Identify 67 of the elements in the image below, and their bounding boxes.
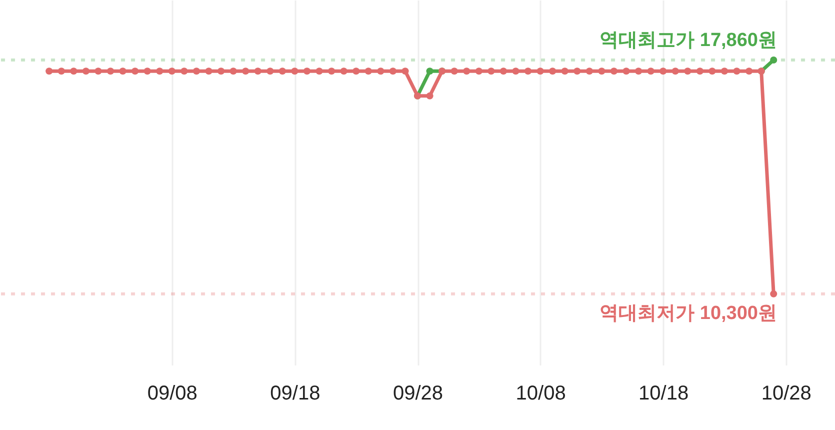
- x-tick-label: 10/08: [516, 382, 566, 404]
- point: [316, 68, 323, 75]
- point: [180, 68, 188, 75]
- point: [254, 68, 262, 75]
- point: [426, 68, 434, 75]
- point: [708, 68, 716, 75]
- point: [634, 68, 642, 75]
- point: [770, 56, 778, 64]
- point: [672, 68, 679, 75]
- point: [549, 68, 556, 75]
- point: [205, 68, 212, 75]
- point: [622, 68, 630, 75]
- x-tick-label: 09/18: [270, 382, 320, 404]
- point: [561, 68, 568, 75]
- point: [230, 68, 237, 75]
- point: [303, 68, 311, 75]
- point: [574, 68, 581, 75]
- x-tick-label: 09/08: [147, 382, 198, 404]
- point: [536, 68, 544, 75]
- point: [156, 68, 164, 75]
- point: [82, 68, 90, 75]
- ref-line-label: 역대최저가 10,300원: [600, 302, 777, 324]
- x-tick-label: 10/28: [761, 382, 812, 404]
- point: [377, 68, 384, 75]
- point: [402, 68, 409, 75]
- point: [94, 68, 102, 75]
- point: [58, 68, 65, 75]
- point: [291, 68, 298, 75]
- point: [475, 68, 482, 75]
- point: [242, 68, 250, 75]
- point: [119, 68, 126, 75]
- point: [450, 68, 458, 75]
- point: [733, 68, 740, 75]
- point: [389, 68, 396, 75]
- point: [132, 68, 139, 75]
- point: [192, 68, 200, 75]
- point: [46, 68, 53, 75]
- point: [696, 68, 704, 75]
- point: [500, 68, 507, 75]
- ref-line-label: 역대최고가 17,860원: [600, 30, 777, 52]
- point: [426, 92, 434, 100]
- point: [328, 68, 336, 75]
- point: [70, 68, 78, 75]
- point: [463, 68, 470, 75]
- x-tick-label: 09/28: [392, 382, 444, 404]
- point: [586, 68, 593, 75]
- point: [610, 68, 618, 75]
- point: [647, 68, 654, 75]
- point: [278, 68, 286, 75]
- point: [720, 68, 728, 75]
- point: [217, 68, 225, 75]
- point: [746, 68, 753, 75]
- point: [352, 68, 360, 75]
- point: [106, 68, 114, 75]
- point: [266, 68, 274, 75]
- point: [598, 68, 606, 75]
- x-tick-label: 10/18: [638, 382, 689, 404]
- point: [168, 68, 176, 75]
- point: [340, 68, 348, 75]
- point: [524, 68, 532, 75]
- point: [512, 68, 520, 75]
- point: [660, 68, 667, 75]
- point: [684, 68, 692, 75]
- point: [488, 68, 495, 75]
- point: [770, 290, 778, 298]
- point: [364, 68, 372, 75]
- point: [144, 68, 151, 75]
